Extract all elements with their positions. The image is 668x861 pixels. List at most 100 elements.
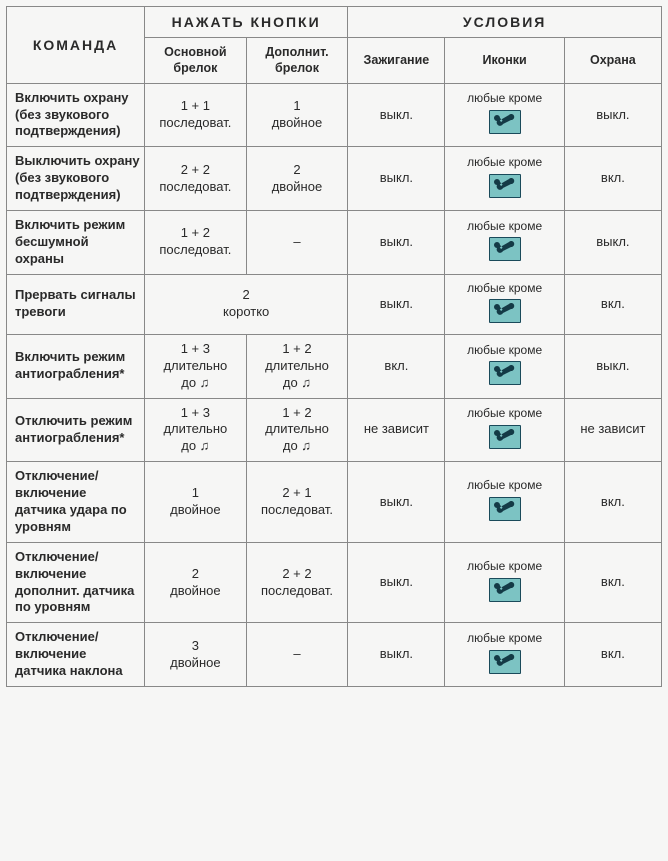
icon-label: любые кроме bbox=[467, 478, 542, 492]
icon-cell: любые кроме bbox=[449, 343, 559, 390]
icons-cell: любые кроме bbox=[445, 334, 564, 398]
wrench-icon bbox=[489, 361, 521, 385]
icon-label: любые кроме bbox=[467, 343, 542, 357]
command-cell: Отключение/ включение датчика наклона bbox=[7, 623, 145, 687]
guard-cell: вкл. bbox=[564, 542, 661, 623]
command-cell: Прервать сигналы тревоги bbox=[7, 274, 145, 334]
icon-cell: любые кроме bbox=[449, 219, 559, 266]
guard-cell: выкл. bbox=[564, 334, 661, 398]
icon-label: любые кроме bbox=[467, 155, 542, 169]
table-body: Включить охрану(без звукового подтвержде… bbox=[7, 83, 662, 686]
icon-label: любые кроме bbox=[467, 631, 542, 645]
icon-label: любые кроме bbox=[467, 559, 542, 573]
header-ignition: Зажигание bbox=[348, 38, 445, 84]
icon-cell: любые кроме bbox=[449, 559, 559, 606]
add-fob-cell: – bbox=[246, 623, 348, 687]
guard-cell: выкл. bbox=[564, 83, 661, 147]
add-fob-cell: 1двойное bbox=[246, 83, 348, 147]
icons-cell: любые кроме bbox=[445, 147, 564, 211]
header-main-fob: Основной брелок bbox=[145, 38, 247, 84]
add-fob-cell: 2 + 2последоват. bbox=[246, 542, 348, 623]
command-cell: Отключить режим антиограбления* bbox=[7, 398, 145, 462]
icon-label: любые кроме bbox=[467, 406, 542, 420]
main-fob-cell: 2двойное bbox=[145, 542, 247, 623]
main-fob-cell: 1 + 3длительнодо ♫ bbox=[145, 398, 247, 462]
main-fob-cell: 1двойное bbox=[145, 462, 247, 543]
add-fob-cell: 1 + 2длительнодо ♫ bbox=[246, 334, 348, 398]
table-row: Выключить охрану(без звукового подтвержд… bbox=[7, 147, 662, 211]
ignition-cell: выкл. bbox=[348, 462, 445, 543]
guard-cell: вкл. bbox=[564, 147, 661, 211]
command-cell: Выключить охрану(без звукового подтвержд… bbox=[7, 147, 145, 211]
wrench-icon bbox=[489, 174, 521, 198]
guard-cell: не зависит bbox=[564, 398, 661, 462]
wrench-icon bbox=[489, 497, 521, 521]
icon-cell: любые кроме bbox=[449, 478, 559, 525]
main-fob-cell: 1 + 2последоват. bbox=[145, 211, 247, 275]
table-row: Отключить режим антиограбления*1 + 3длит… bbox=[7, 398, 662, 462]
table-row: Отключение/ включение дополнит. датчика … bbox=[7, 542, 662, 623]
table-header: КОМАНДА НАЖАТЬ КНОПКИ УСЛОВИЯ Основной б… bbox=[7, 7, 662, 84]
header-conditions: УСЛОВИЯ bbox=[348, 7, 662, 38]
add-fob-cell: 1 + 2длительнодо ♫ bbox=[246, 398, 348, 462]
icons-cell: любые кроме bbox=[445, 398, 564, 462]
icons-cell: любые кроме bbox=[445, 83, 564, 147]
table-row: Включить режим антиограбления*1 + 3длите… bbox=[7, 334, 662, 398]
command-cell: Отключение/ включение дополнит. датчика … bbox=[7, 542, 145, 623]
icon-cell: любые кроме bbox=[449, 91, 559, 138]
icons-cell: любые кроме bbox=[445, 542, 564, 623]
ignition-cell: выкл. bbox=[348, 274, 445, 334]
icons-cell: любые кроме bbox=[445, 211, 564, 275]
main-fob-cell: 3двойное bbox=[145, 623, 247, 687]
icon-label: любые кроме bbox=[467, 281, 542, 295]
icon-cell: любые кроме bbox=[449, 281, 559, 328]
command-cell: Включить режим бесшумной охраны bbox=[7, 211, 145, 275]
ignition-cell: вкл. bbox=[348, 334, 445, 398]
add-fob-cell: – bbox=[246, 211, 348, 275]
wrench-icon bbox=[489, 110, 521, 134]
ignition-cell: выкл. bbox=[348, 147, 445, 211]
buttons-cell: 2коротко bbox=[145, 274, 348, 334]
guard-cell: вкл. bbox=[564, 462, 661, 543]
header-icons: Иконки bbox=[445, 38, 564, 84]
guard-cell: вкл. bbox=[564, 274, 661, 334]
icons-cell: любые кроме bbox=[445, 462, 564, 543]
table-row: Включить режим бесшумной охраны1 + 2посл… bbox=[7, 211, 662, 275]
guard-cell: вкл. bbox=[564, 623, 661, 687]
main-fob-cell: 2 + 2последоват. bbox=[145, 147, 247, 211]
icon-cell: любые кроме bbox=[449, 631, 559, 678]
ignition-cell: выкл. bbox=[348, 623, 445, 687]
add-fob-cell: 2 + 1последоват. bbox=[246, 462, 348, 543]
command-cell: Отключение/ включение датчика удара по у… bbox=[7, 462, 145, 543]
header-guard: Охрана bbox=[564, 38, 661, 84]
table-row: Прервать сигналы тревоги2коротковыкл. люб… bbox=[7, 274, 662, 334]
add-fob-cell: 2двойное bbox=[246, 147, 348, 211]
commands-table: КОМАНДА НАЖАТЬ КНОПКИ УСЛОВИЯ Основной б… bbox=[6, 6, 662, 687]
header-command: КОМАНДА bbox=[7, 7, 145, 84]
icon-cell: любые кроме bbox=[449, 406, 559, 453]
header-add-fob: Дополнит. брелок bbox=[246, 38, 348, 84]
command-cell: Включить охрану(без звукового подтвержде… bbox=[7, 83, 145, 147]
table-row: Включить охрану(без звукового подтвержде… bbox=[7, 83, 662, 147]
icon-cell: любые кроме bbox=[449, 155, 559, 202]
ignition-cell: выкл. bbox=[348, 211, 445, 275]
main-fob-cell: 1 + 3длительнодо ♫ bbox=[145, 334, 247, 398]
icon-label: любые кроме bbox=[467, 219, 542, 233]
wrench-icon bbox=[489, 425, 521, 449]
table-row: Отключение/ включение датчика наклона3дв… bbox=[7, 623, 662, 687]
ignition-cell: выкл. bbox=[348, 83, 445, 147]
icons-cell: любые кроме bbox=[445, 623, 564, 687]
wrench-icon bbox=[489, 237, 521, 261]
main-fob-cell: 1 + 1последоват. bbox=[145, 83, 247, 147]
wrench-icon bbox=[489, 650, 521, 674]
ignition-cell: не зависит bbox=[348, 398, 445, 462]
guard-cell: выкл. bbox=[564, 211, 661, 275]
ignition-cell: выкл. bbox=[348, 542, 445, 623]
wrench-icon bbox=[489, 299, 521, 323]
table-row: Отключение/ включение датчика удара по у… bbox=[7, 462, 662, 543]
command-cell: Включить режим антиограбления* bbox=[7, 334, 145, 398]
header-press: НАЖАТЬ КНОПКИ bbox=[145, 7, 348, 38]
icon-label: любые кроме bbox=[467, 91, 542, 105]
icons-cell: любые кроме bbox=[445, 274, 564, 334]
wrench-icon bbox=[489, 578, 521, 602]
